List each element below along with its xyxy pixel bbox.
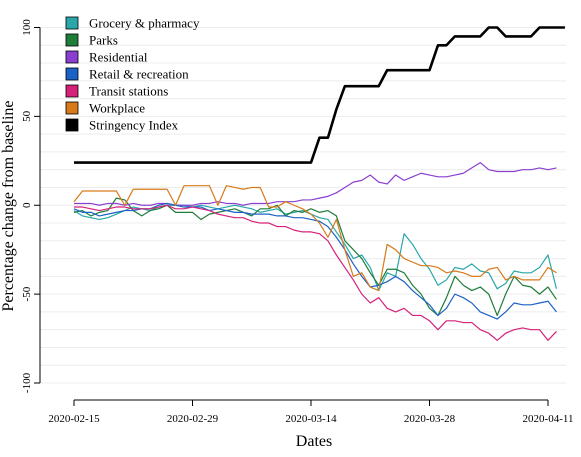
legend-swatch-residential bbox=[65, 50, 79, 64]
x-tick-label: 2020-03-28 bbox=[404, 413, 456, 425]
series-line-parks bbox=[73, 197, 557, 317]
series-lines bbox=[73, 26, 565, 341]
y-tick-label: 0 bbox=[21, 202, 33, 208]
x-tick-label: 2020-04-11 bbox=[523, 413, 574, 425]
y-axis-title: Percentage change from baseline bbox=[0, 100, 17, 311]
axes: 100 50 0 -50 -100 2020-02-15 2020-02-29 2020-03… bbox=[21, 19, 573, 425]
legend-swatch-parks bbox=[65, 33, 79, 47]
y-tick-label: -50 bbox=[21, 286, 33, 301]
x-axis-title: Dates bbox=[296, 433, 332, 450]
series-line-residential bbox=[74, 161, 557, 206]
legend-swatch-transit-stations bbox=[65, 84, 79, 98]
legend-swatch-grocery-pharmacy bbox=[65, 16, 79, 30]
legend-label-retail-recreation: Retail & recreation bbox=[89, 67, 189, 82]
series-line-stringency-index bbox=[74, 26, 565, 164]
series-line-grocery-pharmacy bbox=[73, 204, 558, 292]
legend: Grocery & pharmacy Parks Residential Retail… bbox=[65, 16, 200, 133]
legend-label-parks: Parks bbox=[89, 33, 118, 48]
legend-swatch-stringency-index bbox=[65, 118, 79, 132]
y-tick-label: 50 bbox=[21, 110, 33, 122]
legend-label-stringency-index: Stringency Index bbox=[89, 118, 179, 133]
legend-label-workplace: Workplace bbox=[89, 101, 145, 116]
x-tick-label: 2020-02-15 bbox=[48, 413, 100, 425]
legend-swatch-workplace bbox=[65, 101, 79, 115]
legend-label-grocery-pharmacy: Grocery & pharmacy bbox=[89, 16, 200, 31]
x-tick-label: 2020-03-14 bbox=[285, 413, 337, 425]
legend-swatch-retail-recreation bbox=[65, 67, 79, 81]
legend-label-transit-stations: Transit stations bbox=[89, 84, 168, 99]
series-line-transit-stations bbox=[74, 204, 557, 341]
legend-label-residential: Residential bbox=[89, 50, 148, 65]
x-tick-label: 2020-02-29 bbox=[167, 413, 219, 425]
series-line-retail-recreation bbox=[73, 202, 557, 320]
series-line-workplace bbox=[73, 185, 557, 292]
y-tick-label: 100 bbox=[21, 19, 33, 36]
y-tick-label: -100 bbox=[21, 372, 33, 393]
